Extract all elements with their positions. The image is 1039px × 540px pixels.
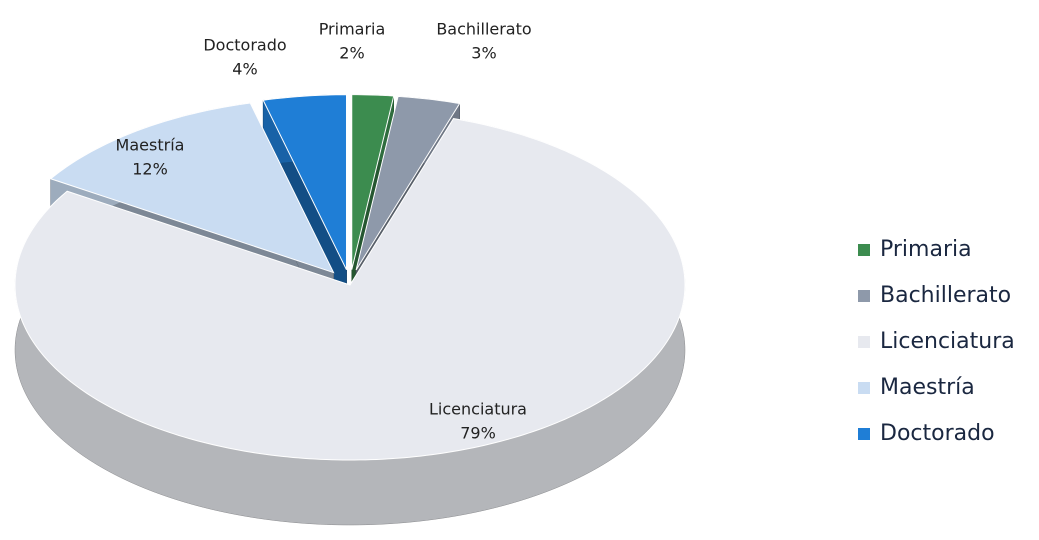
legend-swatch [858,244,870,256]
legend-label: Primaria [880,237,972,262]
slice-top [355,95,461,271]
legend-swatch [858,290,870,302]
legend-label: Doctorado [880,421,995,446]
slice-category-label: Doctorado [203,36,286,55]
slice-value-label: 2% [339,44,364,63]
slice-category-label: Primaria [319,20,386,39]
slice-top [14,118,686,461]
legend-swatch [858,382,870,394]
legend-swatch [858,428,870,440]
slice-category-label: Maestría [116,136,185,155]
slice-top [262,94,347,270]
legend-label: Licenciatura [880,329,1015,354]
slice [14,117,686,526]
legend-label: Bachillerato [880,283,1011,308]
slice-top [351,94,395,270]
legend-label: Maestría [880,375,975,400]
legend-swatch [858,336,870,348]
slice-value-label: 3% [471,44,496,63]
slice-category-label: Licenciatura [429,400,527,419]
slice-value-label: 4% [232,60,257,79]
slice-top [49,102,335,274]
slice-value-label: 12% [132,160,168,179]
slice-category-label: Bachillerato [436,20,531,39]
slice-value-label: 79% [460,424,496,443]
